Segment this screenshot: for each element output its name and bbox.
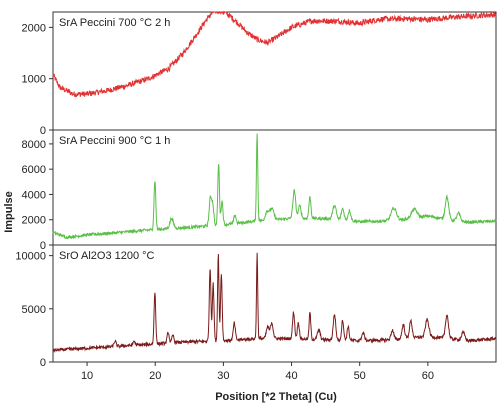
x-axis: 10 20 30 40 50 60	[81, 362, 434, 382]
x-tick-label: 50	[354, 370, 366, 382]
y-tick-label: 0	[40, 125, 46, 137]
x-tick-label: 60	[422, 370, 434, 382]
y-tick-label: 2000	[22, 22, 46, 34]
y-tick-label: 8000	[22, 139, 46, 151]
series-line-1	[52, 10, 497, 98]
series-line-3	[52, 252, 497, 354]
y-tick-label: 1000	[22, 74, 46, 86]
y-tick-label: 5000	[22, 304, 46, 316]
panel-1: 0 1000 2000 SrA Peccini 700 °C 2 h	[22, 10, 497, 137]
y-tick-label: 10000	[15, 251, 46, 263]
x-tick-label: 30	[217, 370, 229, 382]
panel-3: 0 5000 10000 SrO Al2O3 1200 °C	[15, 244, 497, 369]
y-axis-label: Impulse	[3, 191, 15, 233]
x-tick-label: 40	[285, 370, 297, 382]
chart-panels: 0 1000 2000 SrA Peccini 700 °C 2 h 0 2000 4000…	[15, 10, 497, 369]
panel-2: 0 2000 4000 6000 8000 SrA Peccini 900 °C 1 h	[22, 129, 497, 252]
x-axis-label: Position [*2 Theta] (Cu)	[215, 391, 337, 403]
panel-frame	[52, 11, 497, 131]
y-tick-label: 0	[40, 240, 46, 252]
panel-frame	[52, 244, 497, 363]
y-tick-label: 0	[40, 357, 46, 369]
y-tick-label: 2000	[22, 215, 46, 227]
y-tick-label: 6000	[22, 164, 46, 176]
x-tick-label: 10	[81, 370, 93, 382]
panel-title: SrA Peccini 900 °C 1 h	[59, 135, 170, 147]
x-tick-label: 20	[149, 370, 161, 382]
panel-title: SrA Peccini 700 °C 2 h	[59, 17, 170, 29]
panel-title: SrO Al2O3 1200 °C	[59, 250, 155, 262]
series-line-2	[52, 133, 497, 240]
panel-frame	[52, 129, 497, 246]
y-tick-label: 4000	[22, 189, 46, 201]
